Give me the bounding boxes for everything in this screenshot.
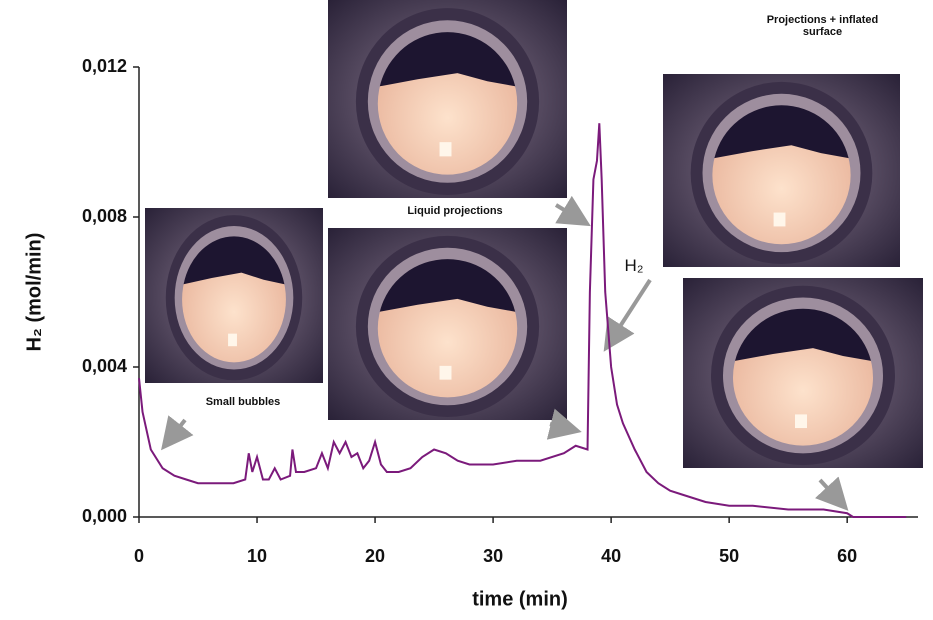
- x-axis-label: time (min): [472, 588, 568, 610]
- photo: [663, 74, 900, 267]
- x-tick-label: 0: [134, 546, 144, 566]
- annotation: H₂: [624, 256, 644, 275]
- line: [138, 123, 907, 518]
- x-tick-label: 10: [247, 546, 267, 566]
- photo: [145, 208, 323, 383]
- y-tick-label: 0,012: [82, 56, 127, 76]
- y-axis-label: H₂ (mol/min): [23, 233, 45, 352]
- annotation: Projections + inflated surface: [766, 14, 879, 38]
- x-tick-label: 50: [719, 546, 739, 566]
- photo: [328, 0, 567, 198]
- y-tick-label: 0,000: [82, 506, 127, 526]
- x-tick-label: 60: [837, 546, 857, 566]
- arrows: [161, 195, 849, 511]
- annotation: Small bubbles: [205, 396, 281, 408]
- x-tick-label: 30: [483, 546, 503, 566]
- y-tick-label: 0,004: [82, 356, 127, 376]
- annotation: Liquid projections: [407, 205, 503, 217]
- x-tick-label: 40: [601, 546, 621, 566]
- photo: [683, 278, 923, 468]
- photo: [328, 228, 567, 420]
- y-tick-label: 0,008: [82, 206, 127, 226]
- x-tick-label: 20: [365, 546, 385, 566]
